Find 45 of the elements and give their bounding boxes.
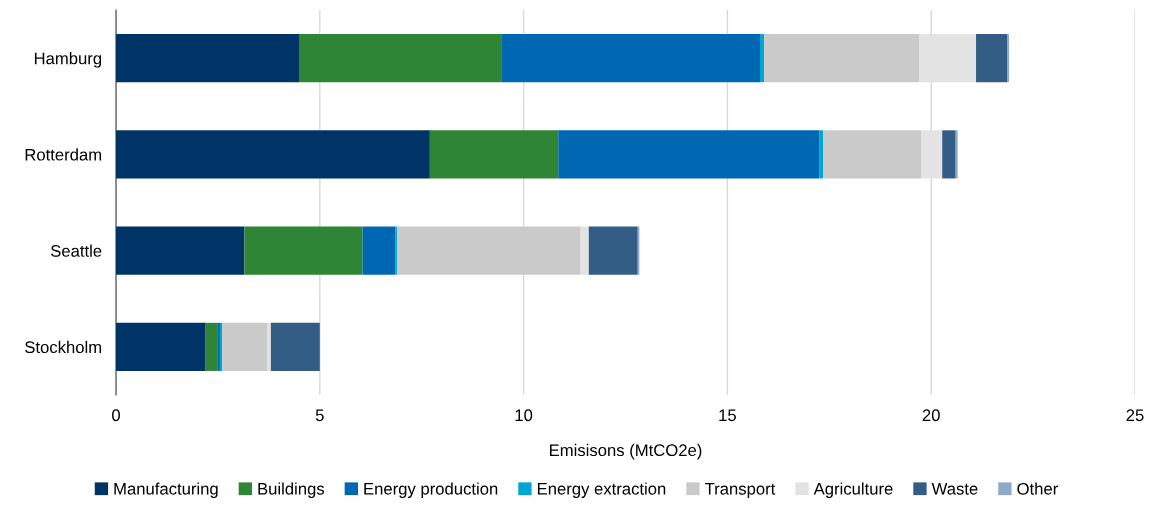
bar [764, 34, 919, 83]
x-tick-label: 25 [1126, 409, 1144, 422]
y-tick-label: Hamburg [34, 52, 102, 68]
bar [580, 226, 589, 275]
x-tick-label: 15 [719, 409, 736, 422]
bar [362, 226, 396, 275]
bar [270, 322, 320, 371]
bar [244, 226, 363, 275]
legend-label: Buildings [258, 482, 325, 498]
bar [395, 226, 398, 275]
bar [558, 130, 820, 179]
bar [976, 34, 1008, 83]
bar [397, 226, 581, 275]
bar [942, 130, 956, 179]
bar [267, 322, 271, 371]
legend-label: Manufacturing [114, 482, 218, 498]
bar [299, 34, 502, 83]
bar [221, 322, 268, 371]
x-tick-label: 20 [922, 409, 940, 422]
bar [116, 34, 300, 83]
bar [205, 322, 218, 371]
legend-label: Energy production [364, 482, 498, 498]
y-tick-label: Stockholm [25, 340, 102, 354]
legend-label: Transport [704, 483, 776, 498]
y-tick-label: Seattle [50, 244, 102, 257]
legend-label: Agriculture [813, 482, 893, 498]
bar [116, 226, 245, 275]
bar [116, 130, 430, 179]
bar [819, 130, 824, 179]
bar [588, 226, 638, 275]
bar [116, 322, 206, 371]
legend-label: Energy extraction [537, 482, 666, 498]
bar [1007, 34, 1010, 83]
legend-label: Other [1017, 482, 1058, 495]
bar [501, 34, 761, 83]
y-tick-label: Rotterdam [25, 148, 102, 161]
x-tick-label: 10 [515, 409, 533, 422]
bar [823, 130, 922, 179]
bar [955, 130, 958, 179]
x-axis-title: Emisisons (MtCO2e) [550, 443, 702, 460]
bar [429, 130, 559, 179]
x-tick-label: 0 [112, 409, 120, 422]
bar [760, 34, 765, 83]
x-tick-label: 5 [315, 409, 324, 422]
legend-label: Waste [931, 483, 978, 495]
